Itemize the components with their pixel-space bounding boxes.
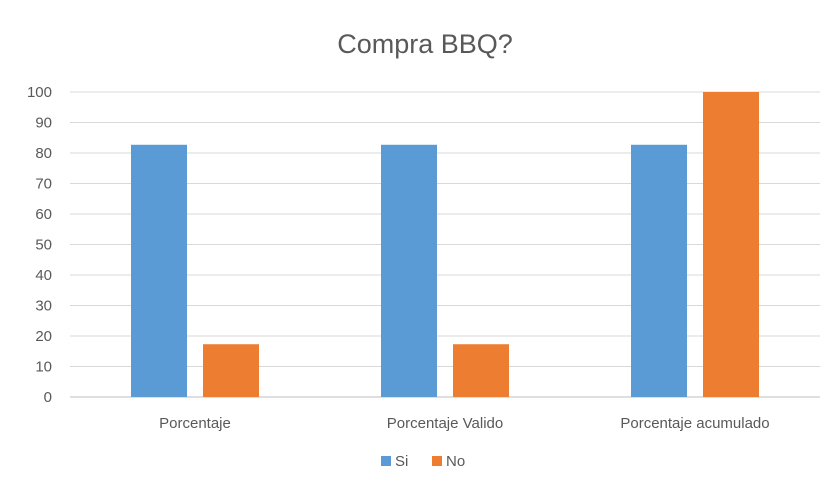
y-axis-ticks: 0 10 20 30 40 50 60 70 80 90 100 [27,84,52,406]
legend-label-si: Si [395,453,408,470]
bar-si-1 [131,144,187,397]
y-tick-label: 80 [35,145,52,162]
gridlines [70,91,820,398]
bar-no-3 [703,92,759,397]
y-tick-label: 90 [35,115,52,132]
bars [131,92,759,397]
y-tick-label: 30 [35,298,52,315]
x-category-label: Porcentaje [159,415,231,432]
legend-label-no: No [446,453,465,470]
y-tick-label: 40 [35,267,52,284]
legend: Si No [381,453,465,470]
legend-swatch-no [432,456,442,466]
y-tick-label: 0 [44,389,52,406]
bar-no-1 [203,344,259,397]
y-tick-label: 20 [35,328,52,345]
y-tick-label: 10 [35,359,52,376]
y-tick-label: 60 [35,206,52,223]
x-axis-categories: Porcentaje Porcentaje Valido Porcentaje ac… [159,415,769,432]
bar-si-2 [381,144,437,397]
x-category-label: Porcentaje Valido [387,415,503,432]
y-tick-label: 100 [27,84,52,101]
bar-si-3 [631,144,687,397]
y-tick-label: 50 [35,237,52,254]
bar-no-2 [453,344,509,397]
x-category-label: Porcentaje acumulado [620,415,769,432]
chart-title: Compra BBQ? [337,29,513,59]
legend-swatch-si [381,456,391,466]
y-tick-label: 70 [35,176,52,193]
